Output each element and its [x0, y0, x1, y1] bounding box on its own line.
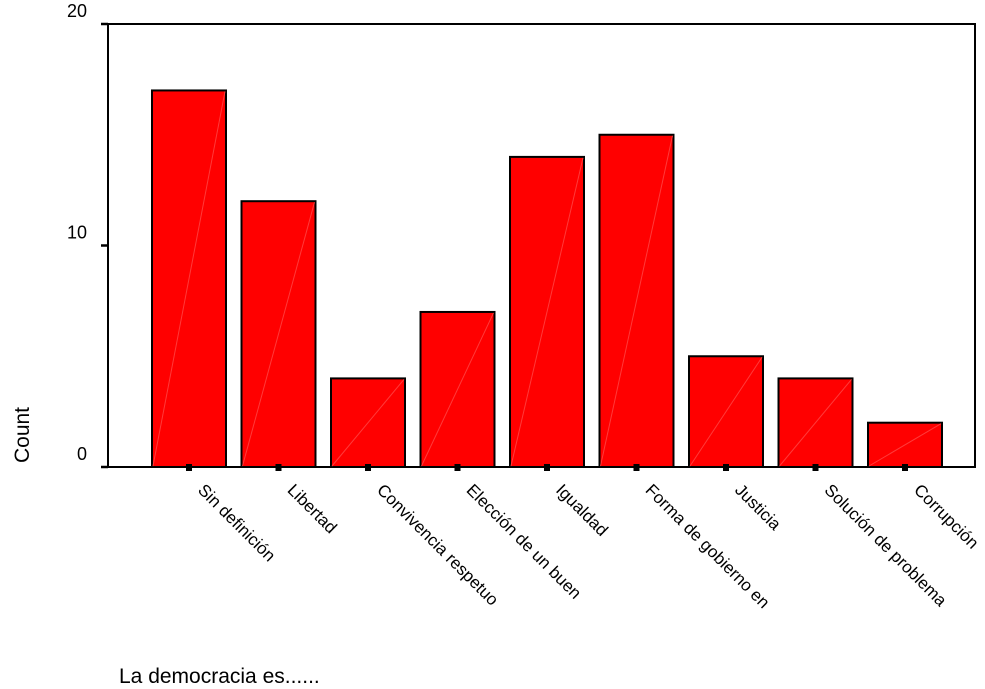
x-tick-label: Igualdad [552, 480, 612, 540]
bar-shade-line [242, 202, 315, 467]
x-tick-label: Justicia [731, 480, 785, 534]
bars-layer [151, 89, 943, 469]
bar-shade-line [600, 135, 673, 467]
bar-shade-line [331, 379, 405, 467]
y-axis-ticks: 0 10 20 [67, 1, 108, 469]
x-tick-mark [275, 464, 282, 471]
x-tick-mark [544, 464, 550, 471]
bar-shade-line [779, 379, 852, 467]
x-tick-label: Libertad [284, 480, 341, 537]
x-tick-mark [365, 464, 371, 471]
y-axis-title: Count [11, 407, 34, 463]
x-tick-mark [186, 464, 192, 471]
bar-shade-line [510, 157, 584, 467]
x-tick-mark [902, 464, 908, 471]
bar-group [419, 310, 496, 469]
bar-group [688, 355, 764, 468]
x-tick-mark [454, 464, 461, 471]
y-tick-label: 0 [77, 444, 87, 464]
bar-shade-line [152, 91, 226, 467]
bar-group [151, 89, 227, 468]
bar-shade-line [689, 356, 763, 467]
bar-group [509, 155, 585, 468]
bar-group [598, 133, 675, 468]
bar-shade-line [421, 312, 494, 467]
bar-shade-line [868, 423, 942, 467]
x-tick-label: Corrupción [910, 480, 982, 552]
x-axis-title: La democracia es...... [119, 665, 320, 688]
bar-group [240, 200, 317, 468]
x-tick-mark [633, 464, 640, 471]
x-axis-ticks: Sin definición Libertad Convivencia respet… [186, 464, 982, 612]
y-tick-label: 20 [67, 1, 87, 21]
x-tick-mark [723, 464, 729, 471]
y-tick-label: 10 [67, 223, 87, 243]
bar-group [867, 421, 943, 469]
bar-group [777, 377, 854, 468]
bar-group [330, 377, 406, 468]
x-tick-mark [812, 464, 819, 471]
x-tick-label: Sin definición [194, 480, 279, 565]
